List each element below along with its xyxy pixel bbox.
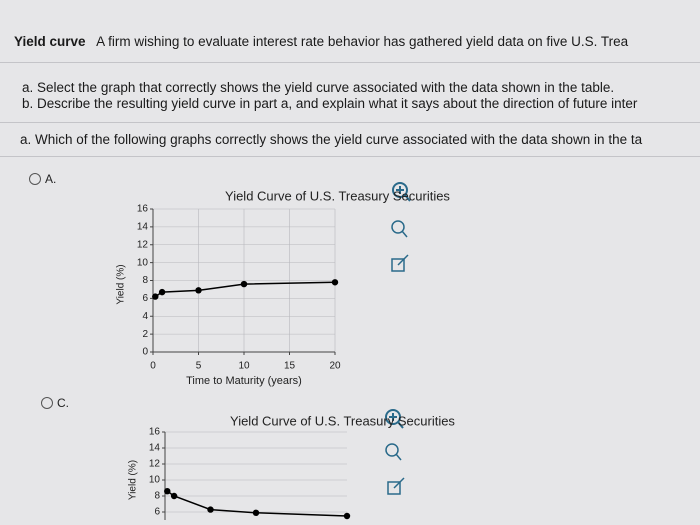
instruction-text: Select the graph that correctly shows th…	[37, 80, 615, 95]
question-label: a.	[20, 132, 32, 147]
y-tick-label: 10	[149, 475, 161, 486]
instruction-text: Describe the resulting yield curve in pa…	[37, 96, 638, 111]
point	[240, 280, 248, 288]
chart-title: Yield Curve of U.S. Treasury Securities	[225, 188, 450, 203]
separator	[0, 122, 700, 123]
y-tick-label: 6	[154, 507, 160, 518]
separator	[0, 62, 700, 63]
y-tick-label: 6	[142, 293, 148, 304]
point	[152, 293, 159, 300]
x-tick-label: 0	[150, 361, 156, 372]
radio-button[interactable]	[29, 173, 41, 185]
y-tick-label: 2	[142, 329, 148, 340]
y-tick-label: 14	[149, 443, 161, 454]
x-tick-label: 5	[196, 361, 202, 372]
x-axis-label: Time to Maturity (years)	[186, 375, 302, 387]
zoom-out-icon[interactable]	[385, 443, 402, 461]
option-label: C.	[57, 396, 69, 410]
x-tick-label: 20	[329, 361, 341, 372]
header-text: A firm wishing to evaluate interest rate…	[96, 34, 629, 49]
separator	[0, 156, 700, 157]
y-tick-label: 16	[149, 427, 161, 438]
y-tick-label: 12	[137, 239, 149, 250]
point	[158, 288, 166, 296]
x-tick-label: 10	[238, 361, 250, 372]
instruction-label: b.	[22, 96, 34, 111]
open-icon[interactable]	[391, 254, 409, 272]
instruction: b. Describe the resulting yield curve in…	[22, 96, 637, 111]
y-tick-label: 4	[142, 311, 148, 322]
point	[195, 287, 202, 294]
header-title: Yield curve	[14, 34, 86, 49]
option-label: A.	[45, 172, 56, 186]
y-axis-label: Yield (%)	[128, 460, 139, 500]
zoom-in-icon[interactable]	[385, 409, 404, 429]
y-tick-label: 0	[142, 347, 148, 358]
question: a. Which of the following graphs correct…	[20, 132, 642, 147]
point	[331, 279, 339, 286]
radio-button[interactable]	[41, 397, 53, 409]
point	[343, 512, 351, 520]
y-tick-label: 14	[137, 222, 149, 233]
x-tick-label: 15	[284, 361, 296, 372]
instruction-label: a.	[22, 80, 34, 95]
zoom-in-icon[interactable]	[392, 182, 411, 202]
question-text: Which of the following graphs correctly …	[35, 132, 643, 147]
point	[170, 492, 178, 500]
chart-title: Yield Curve of U.S. Treasury Securities	[230, 413, 455, 428]
point	[207, 506, 214, 513]
y-tick-label: 8	[154, 491, 160, 502]
point	[252, 509, 260, 516]
y-tick-label: 10	[137, 257, 149, 268]
open-icon[interactable]	[387, 477, 405, 495]
zoom-out-icon[interactable]	[391, 220, 408, 238]
instruction: a. Select the graph that correctly shows…	[22, 80, 614, 95]
y-tick-label: 16	[137, 204, 149, 215]
y-tick-label: 12	[149, 459, 161, 470]
header: Yield curve A firm wishing to evaluate i…	[14, 34, 628, 49]
point	[164, 488, 171, 495]
y-axis-label: Yield (%)	[116, 264, 127, 304]
y-tick-label: 8	[142, 275, 148, 286]
